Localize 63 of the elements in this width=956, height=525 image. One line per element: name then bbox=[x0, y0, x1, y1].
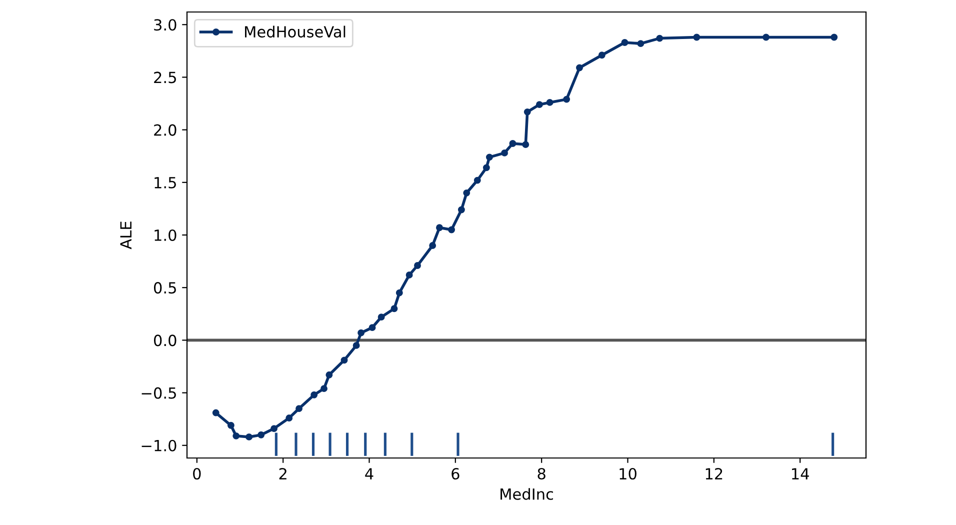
point bbox=[621, 39, 628, 46]
y-tick-label: −1.0 bbox=[142, 440, 176, 452]
y-tick-label: 3.0 bbox=[154, 19, 176, 31]
y-tick-label: 1.0 bbox=[154, 229, 176, 242]
point bbox=[436, 224, 443, 232]
x-tick-label: 12 bbox=[706, 468, 722, 480]
x-axis-title: MedInc bbox=[500, 488, 553, 500]
point bbox=[390, 305, 398, 312]
x-tick-label: 2 bbox=[279, 468, 286, 480]
x-tick-label: 10 bbox=[620, 468, 636, 480]
point bbox=[406, 272, 413, 278]
y-tick-label: 2.5 bbox=[154, 72, 176, 84]
point bbox=[830, 34, 838, 41]
point bbox=[501, 149, 508, 156]
y-tick-label: 1.5 bbox=[154, 177, 176, 188]
x-tick-label: 4 bbox=[365, 468, 374, 480]
point bbox=[270, 425, 278, 432]
point bbox=[368, 324, 376, 332]
point bbox=[396, 289, 403, 296]
y-tick-label: 0.0 bbox=[154, 334, 176, 346]
point bbox=[546, 98, 554, 106]
point bbox=[378, 314, 385, 321]
point bbox=[227, 422, 234, 429]
y-tick-label: −0.5 bbox=[142, 387, 176, 399]
x-tick-label: 0 bbox=[193, 468, 201, 480]
point bbox=[352, 342, 360, 349]
point bbox=[340, 356, 348, 364]
point bbox=[656, 34, 664, 42]
point bbox=[326, 371, 333, 378]
y-tick-label: 2.0 bbox=[154, 124, 176, 136]
point bbox=[458, 206, 465, 214]
point bbox=[486, 154, 493, 161]
point bbox=[212, 409, 220, 416]
point bbox=[463, 189, 470, 196]
point bbox=[536, 101, 543, 108]
point bbox=[474, 176, 481, 184]
point bbox=[296, 405, 302, 412]
point bbox=[563, 96, 570, 103]
point bbox=[448, 226, 456, 234]
point bbox=[232, 432, 240, 440]
point bbox=[576, 64, 583, 72]
point bbox=[429, 242, 436, 249]
point bbox=[522, 141, 530, 148]
point bbox=[246, 433, 253, 440]
point bbox=[762, 34, 770, 41]
x-tick-label: 8 bbox=[538, 468, 546, 480]
point bbox=[598, 52, 606, 59]
point bbox=[509, 140, 516, 147]
point bbox=[320, 385, 328, 392]
point bbox=[482, 164, 490, 172]
legend-label: MedHouseVal bbox=[245, 26, 346, 38]
x-tick-label: 6 bbox=[452, 468, 460, 480]
point bbox=[286, 414, 293, 422]
point bbox=[693, 34, 700, 41]
point bbox=[358, 329, 365, 336]
point bbox=[637, 40, 644, 48]
point bbox=[310, 391, 318, 398]
point bbox=[524, 108, 531, 116]
x-tick-label: 14 bbox=[792, 468, 809, 480]
y-axis-title: ALE bbox=[120, 222, 132, 250]
point bbox=[414, 262, 421, 269]
point bbox=[258, 431, 265, 438]
y-tick-label: 0.5 bbox=[154, 282, 176, 294]
